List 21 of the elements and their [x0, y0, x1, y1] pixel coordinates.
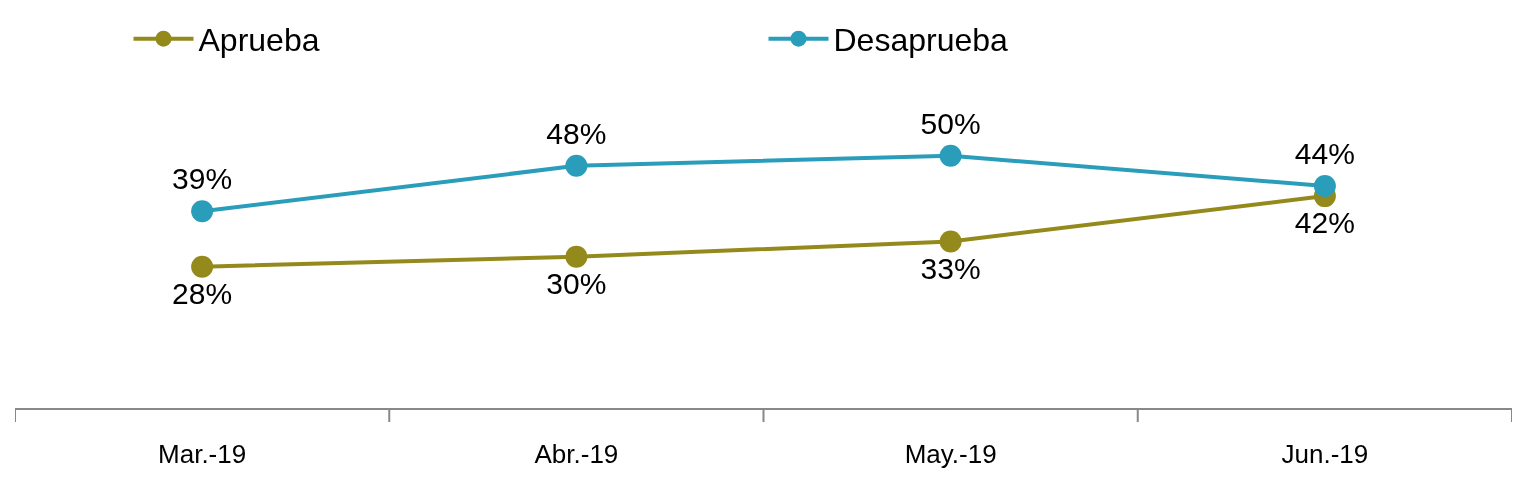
x-tick-label: Jun.-19	[1281, 439, 1369, 470]
point	[939, 230, 962, 253]
point	[565, 154, 588, 177]
data-label: 44%	[1294, 136, 1355, 170]
point	[191, 255, 214, 278]
point	[191, 200, 214, 223]
data-label: 48%	[546, 116, 607, 150]
data-label: 50%	[920, 106, 981, 140]
data-label: 28%	[172, 276, 233, 310]
legend-label: Desaprueba	[833, 22, 1009, 59]
data-label: 39%	[172, 162, 233, 195]
data-label: 42%	[1294, 206, 1355, 240]
x-tick-label: May.-19	[904, 439, 997, 470]
legend-label: Aprueba	[198, 22, 320, 59]
x-tick-label: Mar.-19	[158, 439, 247, 470]
point	[565, 245, 588, 268]
data-label: 30%	[546, 266, 607, 300]
point	[1313, 175, 1336, 198]
x-tick-label: Abr.-19	[534, 439, 619, 470]
point	[939, 144, 962, 167]
data-label: 33%	[920, 251, 981, 285]
